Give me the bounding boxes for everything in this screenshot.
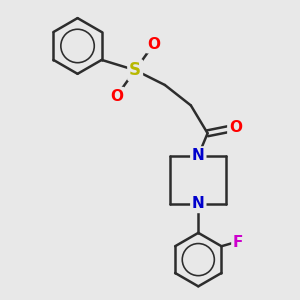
Text: N: N <box>192 196 205 211</box>
Text: F: F <box>233 235 243 250</box>
Text: N: N <box>192 148 205 163</box>
Text: S: S <box>129 61 141 79</box>
Text: O: O <box>147 37 160 52</box>
Text: O: O <box>110 88 123 104</box>
Text: O: O <box>229 120 242 135</box>
